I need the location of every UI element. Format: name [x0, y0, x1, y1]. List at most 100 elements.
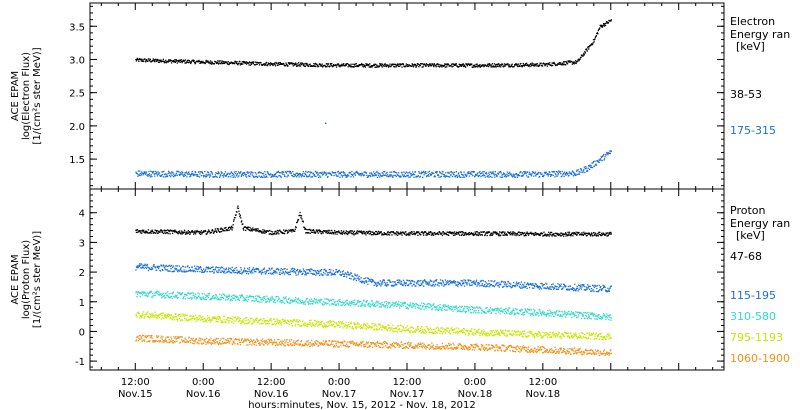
data-point — [174, 59, 176, 61]
data-point — [320, 176, 322, 178]
data-point — [322, 173, 325, 175]
data-point — [319, 230, 321, 232]
data-point — [478, 282, 481, 285]
data-point — [381, 172, 383, 174]
data-point — [535, 65, 537, 67]
data-point — [216, 62, 218, 65]
data-point — [562, 288, 564, 290]
data-point — [398, 301, 400, 303]
data-point — [319, 301, 321, 303]
data-point — [299, 211, 301, 214]
data-point — [551, 65, 553, 67]
data-point — [149, 176, 151, 178]
data-point — [599, 158, 601, 160]
data-point — [267, 172, 269, 174]
data-point — [573, 61, 575, 63]
data-point — [238, 62, 240, 65]
data-point — [404, 172, 406, 174]
data-point — [462, 174, 464, 176]
data-point — [346, 273, 348, 276]
data-point — [356, 65, 358, 68]
data-point — [344, 173, 346, 176]
data-point — [571, 60, 573, 63]
data-point — [267, 171, 269, 173]
data-point — [609, 231, 611, 234]
data-point — [341, 63, 343, 65]
data-point — [173, 230, 175, 232]
data-point — [218, 228, 220, 230]
data-point — [345, 232, 347, 234]
data-point — [163, 232, 165, 234]
data-point — [349, 230, 352, 232]
data-point — [434, 175, 436, 177]
data-point — [156, 293, 158, 295]
data-point — [420, 234, 422, 236]
data-point — [147, 174, 150, 176]
data-point — [207, 267, 209, 269]
data-point — [547, 63, 549, 65]
data-point — [415, 66, 417, 68]
data-point — [374, 281, 376, 284]
data-point — [252, 267, 254, 269]
data-point — [462, 64, 464, 66]
data-point — [231, 62, 233, 64]
data-point — [603, 23, 605, 25]
data-point — [137, 58, 139, 61]
data-point — [419, 284, 421, 287]
data-point — [422, 280, 424, 282]
data-point — [287, 65, 289, 67]
data-point — [603, 153, 605, 156]
data-point — [146, 174, 149, 176]
data-point — [418, 307, 420, 309]
data-point — [597, 235, 599, 237]
data-point — [284, 64, 286, 66]
data-point — [243, 229, 245, 231]
data-point — [382, 233, 384, 235]
data-point — [595, 164, 598, 166]
data-point — [239, 171, 241, 174]
data-point — [465, 175, 468, 178]
data-point — [466, 284, 468, 286]
data-point — [209, 267, 212, 270]
data-point — [167, 61, 169, 63]
data-point — [250, 270, 253, 273]
data-point — [239, 60, 241, 63]
data-point — [295, 226, 297, 228]
data-point — [350, 63, 352, 65]
data-point — [179, 174, 181, 176]
data-point — [379, 64, 381, 66]
data-point — [520, 65, 522, 67]
data-point — [572, 235, 574, 237]
data-point — [326, 176, 329, 178]
data-point — [207, 295, 209, 297]
data-point — [337, 302, 339, 304]
data-point — [401, 172, 403, 174]
data-point — [284, 273, 286, 275]
data-point — [509, 171, 511, 173]
data-point — [587, 167, 589, 169]
data-point — [424, 305, 427, 308]
data-point — [451, 281, 453, 283]
data-point — [144, 171, 146, 173]
data-point — [188, 232, 190, 234]
data-point — [568, 233, 570, 235]
data-point — [568, 60, 571, 62]
data-point — [500, 281, 502, 283]
data-point — [531, 64, 533, 66]
data-point — [435, 171, 437, 174]
data-point — [279, 172, 281, 174]
data-point — [243, 296, 245, 298]
data-point — [271, 267, 273, 269]
data-point — [195, 174, 198, 176]
data-point — [363, 282, 366, 285]
data-point — [248, 171, 250, 173]
data-point — [332, 233, 334, 235]
data-point — [284, 232, 286, 235]
data-point — [454, 282, 456, 284]
data-point — [367, 304, 369, 306]
data-point — [311, 229, 314, 231]
data-point — [418, 231, 420, 233]
data-point — [234, 60, 237, 63]
data-point — [447, 280, 449, 282]
data-point — [398, 282, 400, 284]
